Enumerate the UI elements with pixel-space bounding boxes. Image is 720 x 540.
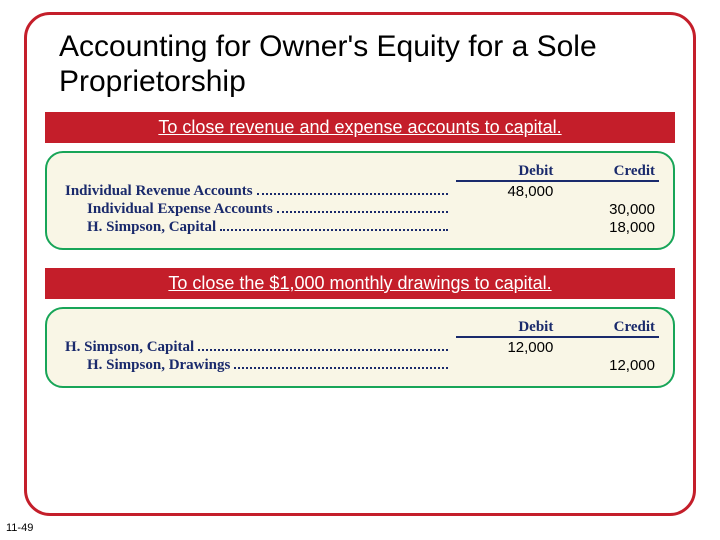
debit-amount: 12,000 (456, 337, 558, 356)
account-label: H. Simpson, Capital (65, 339, 194, 356)
banner-1-text: To close revenue and expense accounts to… (158, 117, 561, 138)
credit-amount: 30,000 (557, 200, 659, 218)
slide-title: Accounting for Owner's Equity for a Sole… (43, 29, 677, 100)
journal2-header-debit: Debit (456, 319, 558, 337)
debit-amount (456, 200, 558, 218)
slide-frame: Accounting for Owner's Equity for a Sole… (24, 12, 696, 516)
table-row: Individual Expense Accounts 30,000 (61, 200, 659, 218)
table-row: H. Simpson, Capital 18,000 (61, 218, 659, 236)
account-label: Individual Revenue Accounts (65, 183, 253, 200)
leader-dots (257, 184, 448, 195)
banner-2-text: To close the $1,000 monthly drawings to … (168, 273, 551, 294)
debit-amount (456, 218, 558, 236)
leader-dots (198, 340, 447, 351)
table-row: H. Simpson, Drawings 12,000 (61, 356, 659, 374)
credit-amount: 18,000 (557, 218, 659, 236)
page-number: 11-49 (6, 522, 33, 534)
credit-amount: 12,000 (557, 356, 659, 374)
credit-amount (557, 337, 659, 356)
leader-dots (220, 220, 447, 231)
leader-dots (277, 202, 448, 213)
journal-table-1: Debit Credit Individual Revenue Accounts… (61, 163, 659, 236)
credit-amount (557, 181, 659, 200)
journal2-header-credit: Credit (557, 319, 659, 337)
table-row: Individual Revenue Accounts 48,000 (61, 181, 659, 200)
account-label: H. Simpson, Capital (65, 219, 216, 236)
account-label: H. Simpson, Drawings (65, 357, 230, 374)
journal-box-2: Debit Credit H. Simpson, Capital 12,000 … (45, 307, 675, 388)
debit-amount: 48,000 (456, 181, 558, 200)
leader-dots (234, 358, 447, 369)
account-label: Individual Expense Accounts (65, 201, 273, 218)
banner-1: To close revenue and expense accounts to… (45, 112, 675, 143)
journal1-header-credit: Credit (557, 163, 659, 181)
debit-amount (456, 356, 558, 374)
table-row: H. Simpson, Capital 12,000 (61, 337, 659, 356)
journal1-header-debit: Debit (456, 163, 558, 181)
banner-2: To close the $1,000 monthly drawings to … (45, 268, 675, 299)
journal-box-1: Debit Credit Individual Revenue Accounts… (45, 151, 675, 250)
journal-table-2: Debit Credit H. Simpson, Capital 12,000 … (61, 319, 659, 374)
